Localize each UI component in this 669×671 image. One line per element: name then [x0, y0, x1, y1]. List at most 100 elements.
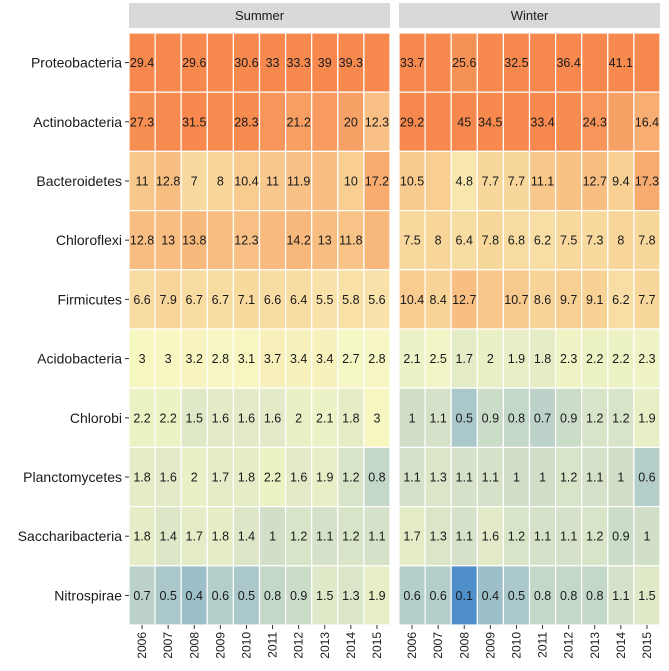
heatmap-cell-winter-chlorobi-2006 — [398, 387, 426, 449]
cell-value-label: 8.4 — [429, 293, 446, 307]
cell-value-label: 7.7 — [638, 293, 655, 307]
heatmap-cell-winter-chloroflexi-2012 — [554, 210, 583, 271]
cell-value-label: 6.2 — [612, 293, 629, 307]
cell-value-label: 16.4 — [635, 115, 659, 129]
heatmap-cell-winter-nitrospirae-2015 — [633, 565, 661, 626]
heatmap-cell-summer-planctomycetes-2007 — [154, 446, 182, 508]
heatmap-cell-summer-proteobacteria-2007 — [154, 32, 182, 93]
cell-value-label: 0.8 — [264, 589, 281, 603]
cell-value-label: 1.7 — [456, 352, 473, 366]
heatmap-cell-winter-firmicutes-2009 — [476, 269, 504, 330]
heatmap-cell-summer-planctomycetes-2014 — [337, 446, 365, 508]
heatmap-cell-summer-actinobacteria-2009 — [206, 91, 235, 152]
heatmap-cell-winter-saccharibacteria-2013 — [581, 506, 609, 567]
cell-value-label: 13 — [161, 234, 175, 248]
cell-value-label: 8 — [435, 234, 442, 248]
cell-value-label: 10.5 — [400, 175, 424, 189]
cell-value-label: 1.1 — [429, 411, 446, 425]
cell-value-label: 1.2 — [560, 471, 577, 485]
cell-value-label: 1.5 — [316, 589, 333, 603]
cell-value-label: 8 — [217, 175, 224, 189]
cell-value-label: 1.7 — [403, 530, 420, 544]
x-tick-label-2008: 2008 — [187, 632, 201, 659]
x-tick-label-2006: 2006 — [405, 632, 419, 659]
heatmap-cell-winter-acidobacteria-2010 — [502, 328, 531, 389]
heatmap-cell-winter-proteobacteria-2013 — [581, 32, 609, 93]
heatmap-cell-winter-firmicutes-2008 — [450, 269, 478, 330]
heatmap-cell-winter-planctomycetes-2011 — [528, 446, 557, 508]
heatmap-cell-winter-proteobacteria-2009 — [476, 32, 504, 93]
cell-value-label: 0.8 — [586, 589, 603, 603]
heatmap-cell-winter-actinobacteria-2013 — [581, 91, 609, 152]
y-tick-label-planctomycetes: Planctomycetes — [23, 469, 122, 485]
cell-value-label: 4.8 — [456, 175, 473, 189]
facet-strip-label-summer: Summer — [235, 8, 285, 23]
cell-value-label: 33.4 — [530, 115, 554, 129]
cell-value-label: 0.7 — [133, 589, 150, 603]
cell-value-label: 41.1 — [609, 56, 633, 70]
heatmap-cell-winter-nitrospirae-2007 — [424, 565, 452, 626]
cell-value-label: 2.7 — [342, 352, 359, 366]
cell-value-label: 1.2 — [290, 530, 307, 544]
heatmap-cell-winter-acidobacteria-2006 — [398, 328, 426, 389]
heatmap-cell-winter-actinobacteria-2012 — [554, 91, 583, 152]
y-axis-labels: Proteobacteria Actinobacteria Bacteroidete… — [18, 55, 129, 603]
cell-value-label: 12.3 — [234, 234, 258, 248]
heatmap-cell-summer-bacteroidetes-2010 — [232, 150, 261, 212]
cell-value-label: 1.9 — [508, 352, 525, 366]
cell-value-label: 1.1 — [403, 471, 420, 485]
y-tick-label-actinobacteria: Actinobacteria — [33, 114, 122, 130]
cell-value-label: 1.3 — [429, 471, 446, 485]
cell-value-label: 7.5 — [403, 234, 420, 248]
heatmap-cell-winter-bacteroidetes-2013 — [581, 150, 609, 212]
cell-value-label: 0.8 — [508, 411, 525, 425]
heatmap-cell-winter-proteobacteria-2014 — [607, 32, 635, 93]
heatmap-cell-winter-firmicutes-2015 — [633, 269, 661, 330]
cell-value-label: 27.3 — [130, 115, 154, 129]
heatmap-cell-summer-firmicutes-2012 — [285, 269, 313, 330]
cell-value-label: 1.8 — [534, 352, 551, 366]
cell-value-label: 33 — [266, 56, 280, 70]
cell-value-label: 3.4 — [316, 352, 333, 366]
heatmap-cell-winter-acidobacteria-2008 — [450, 328, 478, 389]
cell-value-label: 5.5 — [316, 293, 333, 307]
heatmap-cell-summer-chloroflexi-2015 — [363, 210, 391, 271]
cell-value-label: 1.5 — [186, 411, 203, 425]
heatmap-cell-summer-actinobacteria-2010 — [232, 91, 261, 152]
cell-value-label: 0.6 — [212, 589, 229, 603]
y-tick-label-acidobacteria: Acidobacteria — [37, 351, 122, 367]
heatmap-cell-summer-proteobacteria-2009 — [206, 32, 235, 93]
heatmap-cell-summer-firmicutes-2014 — [337, 269, 365, 330]
cell-value-label: 2.2 — [586, 352, 603, 366]
cell-value-label: 7.5 — [560, 234, 577, 248]
heatmap-cell-summer-acidobacteria-2007 — [154, 328, 182, 389]
cell-value-label: 0.9 — [560, 411, 577, 425]
cell-value-label: 1.6 — [264, 411, 281, 425]
cell-value-label: 1.1 — [456, 471, 473, 485]
heatmap-cell-winter-firmicutes-2014 — [607, 269, 635, 330]
x-tick-label-2009: 2009 — [213, 632, 227, 659]
heatmap-cell-summer-nitrospirae-2015 — [363, 565, 391, 626]
facet-strip-summer — [129, 3, 390, 28]
heatmap-cell-summer-actinobacteria-2007 — [154, 91, 182, 152]
heatmap-cell-winter-saccharibacteria-2014 — [607, 506, 635, 567]
cell-value-label: 0.5 — [456, 411, 473, 425]
cell-value-label: 31.5 — [182, 115, 206, 129]
x-tick-label-2009: 2009 — [483, 632, 497, 659]
cell-value-label: 3 — [373, 411, 380, 425]
heatmap-cell-summer-planctomycetes-2012 — [285, 446, 313, 508]
cell-value-label: 2.2 — [159, 411, 176, 425]
heatmap-cell-winter-actinobacteria-2014 — [607, 91, 635, 152]
cell-value-label: 2.1 — [316, 411, 333, 425]
x-tick-label-2008: 2008 — [457, 632, 471, 659]
heatmap-cell-winter-bacteroidetes-2012 — [554, 150, 583, 212]
x-tick-label-2012: 2012 — [292, 632, 306, 659]
cell-value-label: 5.6 — [368, 293, 385, 307]
heatmap-cell-summer-actinobacteria-2011 — [258, 91, 287, 152]
heatmap-cell-summer-chlorobi-2009 — [206, 387, 235, 449]
heatmap-cell-summer-chlorobi-2014 — [337, 387, 365, 449]
cell-value-label: 1.1 — [534, 530, 551, 544]
cell-value-label: 0.8 — [368, 471, 385, 485]
y-tick-label-chlorobi: Chlorobi — [70, 410, 122, 426]
